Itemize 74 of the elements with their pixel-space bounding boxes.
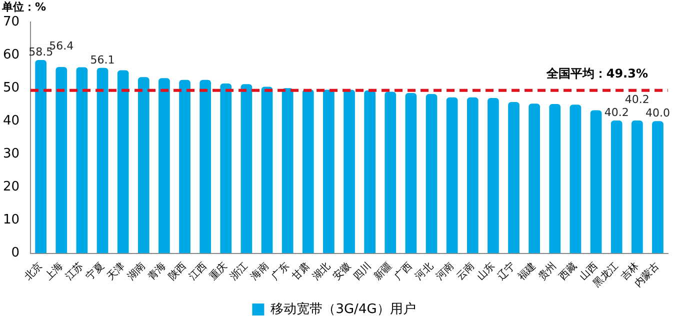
x-tick-label: 上海 xyxy=(42,260,66,283)
x-tick-label: 宁夏 xyxy=(84,260,106,283)
y-tick-label: 60 xyxy=(2,47,20,62)
x-tick-label: 甘肃 xyxy=(289,260,312,283)
x-tick-label: 海南 xyxy=(248,260,271,283)
bar xyxy=(200,80,212,254)
bar xyxy=(96,68,108,254)
x-tick-label: 江西 xyxy=(186,260,210,283)
ref-line-label: 全国平均：49.3% xyxy=(545,66,648,81)
bar xyxy=(508,102,520,254)
bar xyxy=(282,88,294,254)
data-label: 56.1 xyxy=(90,53,115,66)
x-tick-label: 广东 xyxy=(268,260,292,283)
x-tick-label: 西藏 xyxy=(556,260,580,283)
x-tick-label: 青海 xyxy=(146,260,168,283)
x-tick-label: 辽宁 xyxy=(495,260,518,283)
x-tick-label: 重庆 xyxy=(207,260,230,283)
bar xyxy=(590,110,602,254)
bar xyxy=(446,97,458,254)
x-tick-label: 河南 xyxy=(433,260,456,283)
bar xyxy=(261,86,273,254)
bar xyxy=(426,94,438,254)
data-label: 40.0 xyxy=(645,106,670,120)
bar xyxy=(466,97,478,254)
bar xyxy=(179,80,190,254)
bar xyxy=(384,92,396,254)
bar xyxy=(631,120,643,254)
y-tick-label: 40 xyxy=(2,114,20,129)
y-tick-label: 70 xyxy=(2,14,20,30)
x-tick-label: 湖北 xyxy=(310,260,333,283)
bar xyxy=(138,77,150,254)
bar xyxy=(302,89,314,254)
bar xyxy=(610,120,622,254)
bar xyxy=(344,90,355,254)
bar xyxy=(240,84,252,254)
y-tick-label: 20 xyxy=(2,180,20,195)
bar xyxy=(364,90,376,254)
x-tick-label: 云南 xyxy=(454,260,477,283)
x-tick-label: 广西 xyxy=(392,260,415,283)
legend-label: 移动宽带（3G/4G）用户 xyxy=(270,300,416,317)
y-axis-title: 单位：% xyxy=(1,0,46,14)
bar xyxy=(35,60,47,254)
data-label: 40.2 xyxy=(604,106,629,119)
y-tick-label: 0 xyxy=(11,246,20,261)
x-tick-label: 江苏 xyxy=(63,260,86,283)
x-tick-label: 天津 xyxy=(104,260,128,283)
bar xyxy=(570,104,582,254)
bar xyxy=(220,83,232,254)
x-tick-label: 山东 xyxy=(474,260,498,283)
x-tick-label: 浙江 xyxy=(228,260,250,283)
bar xyxy=(405,93,417,254)
x-tick-label: 河北 xyxy=(412,260,436,283)
bar xyxy=(76,67,88,254)
y-tick-label: 30 xyxy=(2,146,20,162)
bar xyxy=(323,90,334,254)
x-tick-label: 新疆 xyxy=(372,260,394,283)
x-tick-label: 四川 xyxy=(351,260,374,283)
bar xyxy=(488,98,499,254)
bar xyxy=(652,121,664,254)
x-tick-label: 安徽 xyxy=(330,260,354,283)
bar xyxy=(56,66,68,254)
x-tick-label: 北京 xyxy=(22,260,45,283)
bar xyxy=(117,70,129,254)
x-tick-label: 陕西 xyxy=(166,260,189,283)
bar xyxy=(158,78,170,254)
y-tick-label: 50 xyxy=(2,80,20,96)
bar xyxy=(549,104,561,254)
x-tick-label: 福建 xyxy=(516,260,538,283)
x-tick-label: 贵州 xyxy=(536,260,559,283)
x-tick-label: 湖南 xyxy=(124,260,148,283)
data-label: 40.2 xyxy=(624,92,650,106)
bar xyxy=(528,104,540,254)
data-label: 58.5 xyxy=(28,45,54,58)
y-tick-label: 10 xyxy=(2,212,20,228)
